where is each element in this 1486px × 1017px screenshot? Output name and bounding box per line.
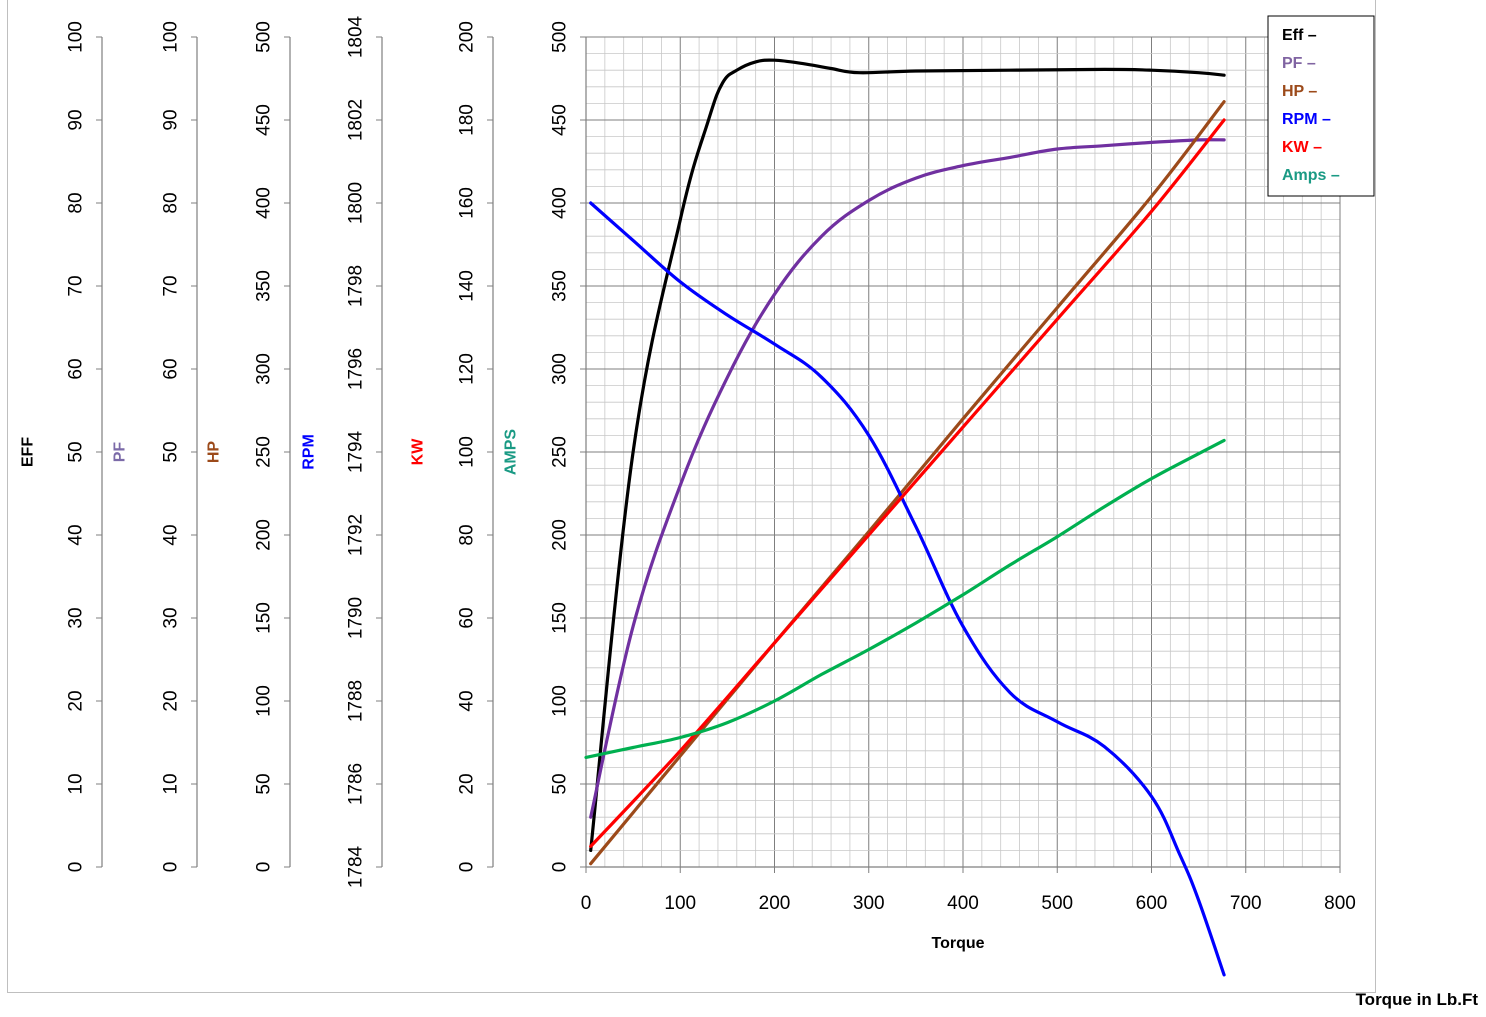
y-tick-label-amps: 200	[550, 519, 571, 551]
y-tick-label-amps: 450	[550, 104, 571, 136]
y-tick-label-eff: 0	[66, 862, 87, 873]
y-tick-label-hp: 450	[254, 104, 275, 136]
y-tick-label-rpm: 1794	[346, 430, 367, 473]
y-tick-label-eff: 20	[66, 690, 87, 711]
y-tick-label-hp: 150	[254, 602, 275, 634]
y-tick-label-pf: 30	[161, 607, 182, 628]
y-tick-label-amps: 300	[550, 353, 571, 385]
y-tick-label-hp: 50	[254, 773, 275, 794]
y-tick-label-amps: 250	[550, 436, 571, 468]
y-tick-label-pf: 60	[161, 358, 182, 379]
y-tick-label-rpm: 1784	[346, 845, 367, 888]
y-tick-label-hp: 400	[254, 187, 275, 219]
y-tick-label-eff: 50	[66, 441, 87, 462]
y-tick-label-kw: 40	[457, 690, 478, 711]
y-tick-label-kw: 180	[457, 104, 478, 136]
y-tick-label-pf: 100	[161, 21, 182, 53]
legend-box	[1267, 15, 1375, 197]
y-tick-label-rpm: 1790	[346, 597, 367, 639]
x-tick-label: 100	[664, 893, 696, 914]
y-tick-label-rpm: 1804	[346, 15, 367, 58]
y-tick-label-hp: 200	[254, 519, 275, 551]
y-tick-label-hp: 500	[254, 21, 275, 53]
y-tick-label-pf: 0	[161, 862, 182, 873]
y-tick-label-eff: 60	[66, 358, 87, 379]
y-tick-label-pf: 80	[161, 192, 182, 213]
series-line-amps	[584, 438, 1226, 759]
y-tick-label-amps: 400	[550, 187, 571, 219]
series-line-eff	[589, 58, 1226, 852]
y-tick-label-hp: 250	[254, 436, 275, 468]
y-tick-label-amps: 0	[550, 862, 571, 873]
chart-frame	[7, 0, 1376, 993]
y-tick-label-kw: 120	[457, 353, 478, 385]
y-axis-title-rpm: RPM	[301, 434, 318, 470]
series-line-hp	[589, 100, 1226, 866]
y-tick-label-eff: 70	[66, 275, 87, 296]
y-axis-title-kw: KW	[410, 438, 427, 466]
legend-entry-amps: Amps –	[1282, 167, 1340, 184]
legend-entry-hp: HP –	[1282, 83, 1317, 100]
footer-axis-caption: Torque in Lb.Ft	[1355, 990, 1478, 1009]
y-tick-label-rpm: 1786	[346, 763, 367, 805]
legend-entry-kw: KW –	[1282, 139, 1322, 156]
y-tick-label-rpm: 1788	[346, 680, 367, 722]
y-tick-label-kw: 140	[457, 270, 478, 302]
legend-entry-pf: PF –	[1282, 55, 1316, 72]
y-tick-label-eff: 80	[66, 192, 87, 213]
y-tick-label-kw: 60	[457, 607, 478, 628]
y-tick-label-amps: 50	[550, 773, 571, 794]
y-tick-label-kw: 100	[457, 436, 478, 468]
x-tick-label: 300	[853, 893, 885, 914]
y-tick-label-pf: 90	[161, 109, 182, 130]
y-tick-label-pf: 20	[161, 690, 182, 711]
y-tick-label-pf: 70	[161, 275, 182, 296]
x-tick-label: 600	[1136, 893, 1168, 914]
y-tick-label-kw: 0	[457, 862, 478, 873]
y-tick-label-rpm: 1800	[346, 182, 367, 224]
x-tick-label: 500	[1041, 893, 1073, 914]
legend-entry-eff: Eff –	[1282, 27, 1317, 44]
x-tick-label: 200	[759, 893, 791, 914]
y-tick-label-kw: 80	[457, 524, 478, 545]
series-line-rpm	[589, 201, 1226, 977]
y-axis-title-pf: PF	[112, 442, 129, 463]
y-tick-label-eff: 10	[66, 773, 87, 794]
y-tick-label-hp: 300	[254, 353, 275, 385]
y-tick-label-hp: 100	[254, 685, 275, 717]
y-tick-label-hp: 0	[254, 862, 275, 873]
y-tick-label-amps: 500	[550, 21, 571, 53]
y-tick-label-pf: 50	[161, 441, 182, 462]
y-tick-label-rpm: 1792	[346, 514, 367, 556]
y-tick-label-hp: 350	[254, 270, 275, 302]
legend-entry-rpm: RPM –	[1282, 111, 1331, 128]
y-tick-label-eff: 30	[66, 607, 87, 628]
x-tick-label: 400	[947, 893, 979, 914]
y-tick-label-rpm: 1798	[346, 265, 367, 307]
series-line-kw	[589, 118, 1226, 848]
x-tick-label: 700	[1230, 893, 1262, 914]
y-tick-label-kw: 200	[457, 21, 478, 53]
y-axis-title-eff: EFF	[20, 437, 37, 467]
x-tick-label: 0	[581, 893, 592, 914]
y-tick-label-kw: 20	[457, 773, 478, 794]
y-tick-label-eff: 90	[66, 109, 87, 130]
y-tick-label-amps: 100	[550, 685, 571, 717]
y-tick-label-pf: 10	[161, 773, 182, 794]
y-axis-title-hp: HP	[206, 441, 223, 464]
y-tick-label-eff: 40	[66, 524, 87, 545]
x-tick-label: 800	[1324, 893, 1356, 914]
y-tick-label-amps: 350	[550, 270, 571, 302]
y-axis-title-amps: AMPS	[503, 429, 520, 476]
y-tick-label-kw: 160	[457, 187, 478, 219]
y-tick-label-eff: 100	[66, 21, 87, 53]
y-tick-label-pf: 40	[161, 524, 182, 545]
y-tick-label-rpm: 1796	[346, 348, 367, 390]
y-tick-label-rpm: 1802	[346, 99, 367, 141]
series-line-pf	[589, 138, 1226, 819]
y-tick-label-amps: 150	[550, 602, 571, 634]
x-axis-title: Torque	[931, 935, 984, 952]
